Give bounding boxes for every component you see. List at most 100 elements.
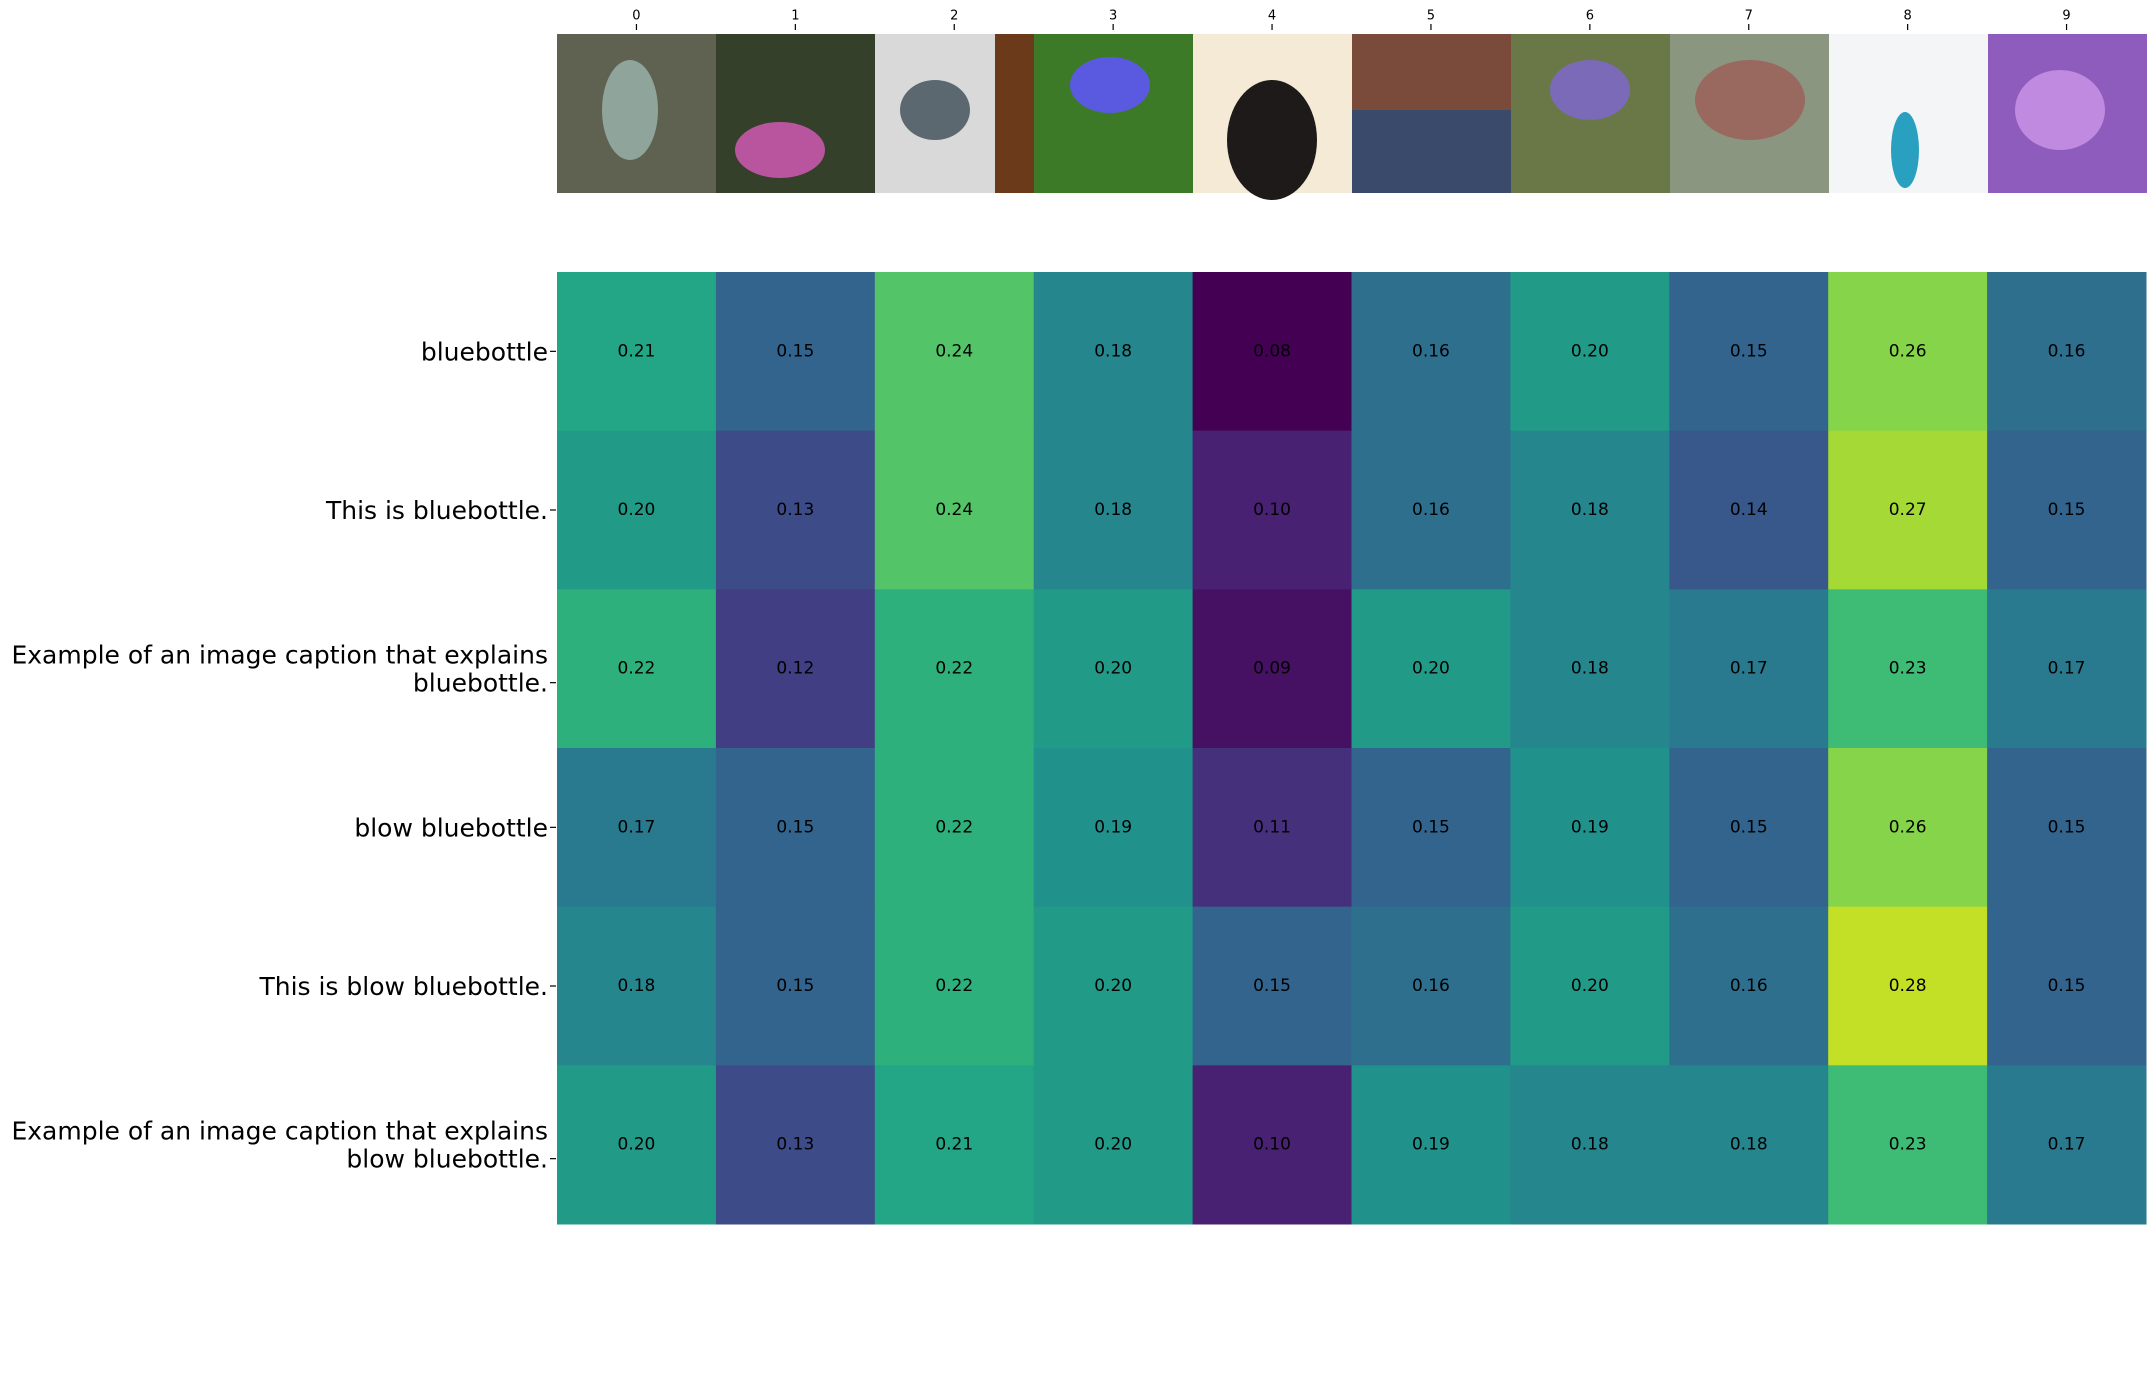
x-tick-label: 3: [1109, 9, 1117, 24]
x-tick-label: 4: [1268, 9, 1276, 24]
cell-label: 0.20: [1571, 341, 1609, 361]
heatmap-cell: [715, 272, 876, 432]
cell-label: 0.08: [1253, 341, 1291, 361]
thumbnail-part: [1352, 110, 1511, 193]
heatmap-cell: [1033, 589, 1194, 749]
y-tick-label: This is blow bluebottle.: [258, 972, 548, 1001]
cell-label: 0.18: [1571, 1135, 1609, 1155]
x-tick-label: 0: [632, 9, 640, 24]
heatmap-cell: [1828, 748, 1988, 908]
cell-label: 0.12: [776, 659, 814, 679]
cell-label: 0.20: [1412, 659, 1450, 679]
cell-label: 0.27: [1889, 500, 1927, 520]
cell-label: 0.18: [618, 976, 656, 996]
heatmap-cell: [874, 906, 1035, 1066]
heatmap-cell: [874, 748, 1035, 908]
y-tick-label: Example of an image caption that explain…: [11, 641, 548, 670]
cell-label: 0.15: [1730, 817, 1768, 837]
heatmap-cell: [1510, 272, 1670, 432]
heatmap-cell: [1987, 748, 2147, 908]
heatmap-cell: [1351, 906, 1511, 1066]
heatmap-cell: [1351, 748, 1511, 908]
heatmap-cell: [1351, 589, 1511, 749]
cell-label: 0.18: [1571, 500, 1609, 520]
heatmap-cell: [1669, 906, 1829, 1066]
heatmap-cell: [1510, 430, 1670, 590]
heatmap-cell: [1669, 430, 1829, 590]
cell-label: 0.18: [1571, 659, 1609, 679]
heatmap-cell: [715, 430, 876, 590]
heatmap-cell: [1033, 748, 1194, 908]
heatmap-cell: [1351, 430, 1511, 590]
cell-label: 0.18: [1094, 500, 1132, 520]
heatmap-cell: [1033, 906, 1194, 1066]
heatmap-cell: [557, 430, 717, 590]
cell-label: 0.24: [935, 500, 973, 520]
cell-label: 0.17: [2048, 1135, 2086, 1155]
cell-label: 0.16: [1412, 341, 1450, 361]
thumbnail-subject: [602, 60, 658, 160]
heatmap-cell: [1987, 1065, 2147, 1225]
y-tick-label: blow bluebottle.: [346, 1145, 548, 1174]
y-tick-label: Example of an image caption that explain…: [11, 1117, 548, 1146]
cell-label: 0.17: [1730, 659, 1768, 679]
thumbnail-subject: [900, 80, 970, 140]
x-tick-label: 2: [950, 9, 958, 24]
cell-label: 0.20: [1094, 1135, 1132, 1155]
cell-label: 0.18: [1094, 341, 1132, 361]
cell-label: 0.15: [1412, 817, 1450, 837]
cell-label: 0.20: [1571, 976, 1609, 996]
heatmap-cell: [715, 1065, 876, 1225]
heatmap-cell: [1828, 1065, 1988, 1225]
thumbnail-subject: [2015, 70, 2105, 150]
cell-label: 0.17: [2048, 659, 2086, 679]
y-tick-label: bluebottle.: [413, 669, 548, 698]
cell-label: 0.16: [1412, 500, 1450, 520]
heatmap-cell: [874, 589, 1035, 749]
heatmap-cell: [874, 1065, 1035, 1225]
heatmap-cell: [1828, 430, 1988, 590]
cell-label: 0.23: [1889, 659, 1927, 679]
cell-label: 0.21: [618, 341, 656, 361]
cell-label: 0.16: [2048, 341, 2086, 361]
cell-label: 0.15: [1730, 341, 1768, 361]
cell-label: 0.21: [935, 1135, 973, 1155]
cell-label: 0.15: [776, 817, 814, 837]
cell-label: 0.22: [935, 817, 973, 837]
x-tick-label: 8: [1904, 9, 1912, 24]
cell-label: 0.20: [618, 500, 656, 520]
heatmap-cell: [715, 748, 876, 908]
heatmap-cell: [1510, 906, 1670, 1066]
y-tick-label: This is bluebottle.: [325, 496, 548, 525]
heatmap-cell: [1033, 430, 1194, 590]
thumbnails: [557, 34, 2147, 200]
heatmap-cell: [1510, 589, 1670, 749]
cell-label: 0.15: [2048, 817, 2086, 837]
heatmap-cell: [1192, 1065, 1352, 1225]
thumbnail-subject: [735, 122, 825, 178]
heatmap-cell: [1192, 748, 1352, 908]
heatmap-cell: [1828, 272, 1988, 432]
cell-label: 0.20: [1094, 659, 1132, 679]
x-tick-label: 5: [1427, 9, 1435, 24]
heatmap-cell: [557, 906, 717, 1066]
heatmap-cell: [1987, 589, 2147, 749]
cell-label: 0.15: [2048, 976, 2086, 996]
cell-label: 0.19: [1094, 817, 1132, 837]
cell-label: 0.28: [1889, 976, 1927, 996]
cell-label: 0.20: [618, 1135, 656, 1155]
cell-label: 0.15: [2048, 500, 2086, 520]
cell-label: 0.24: [935, 341, 973, 361]
cell-label: 0.15: [1253, 976, 1291, 996]
heatmap-cell: [715, 589, 876, 749]
heatmap-cell: [557, 272, 717, 432]
cell-label: 0.15: [776, 976, 814, 996]
thumbnail-subject: [1550, 60, 1630, 120]
heatmap-cell: [1987, 430, 2147, 590]
y-tick-label: bluebottle: [421, 337, 548, 366]
heatmap-cell: [1828, 589, 1988, 749]
cell-label: 0.09: [1253, 659, 1291, 679]
heatmap-cell: [1192, 906, 1352, 1066]
heatmap-cell: [557, 589, 717, 749]
